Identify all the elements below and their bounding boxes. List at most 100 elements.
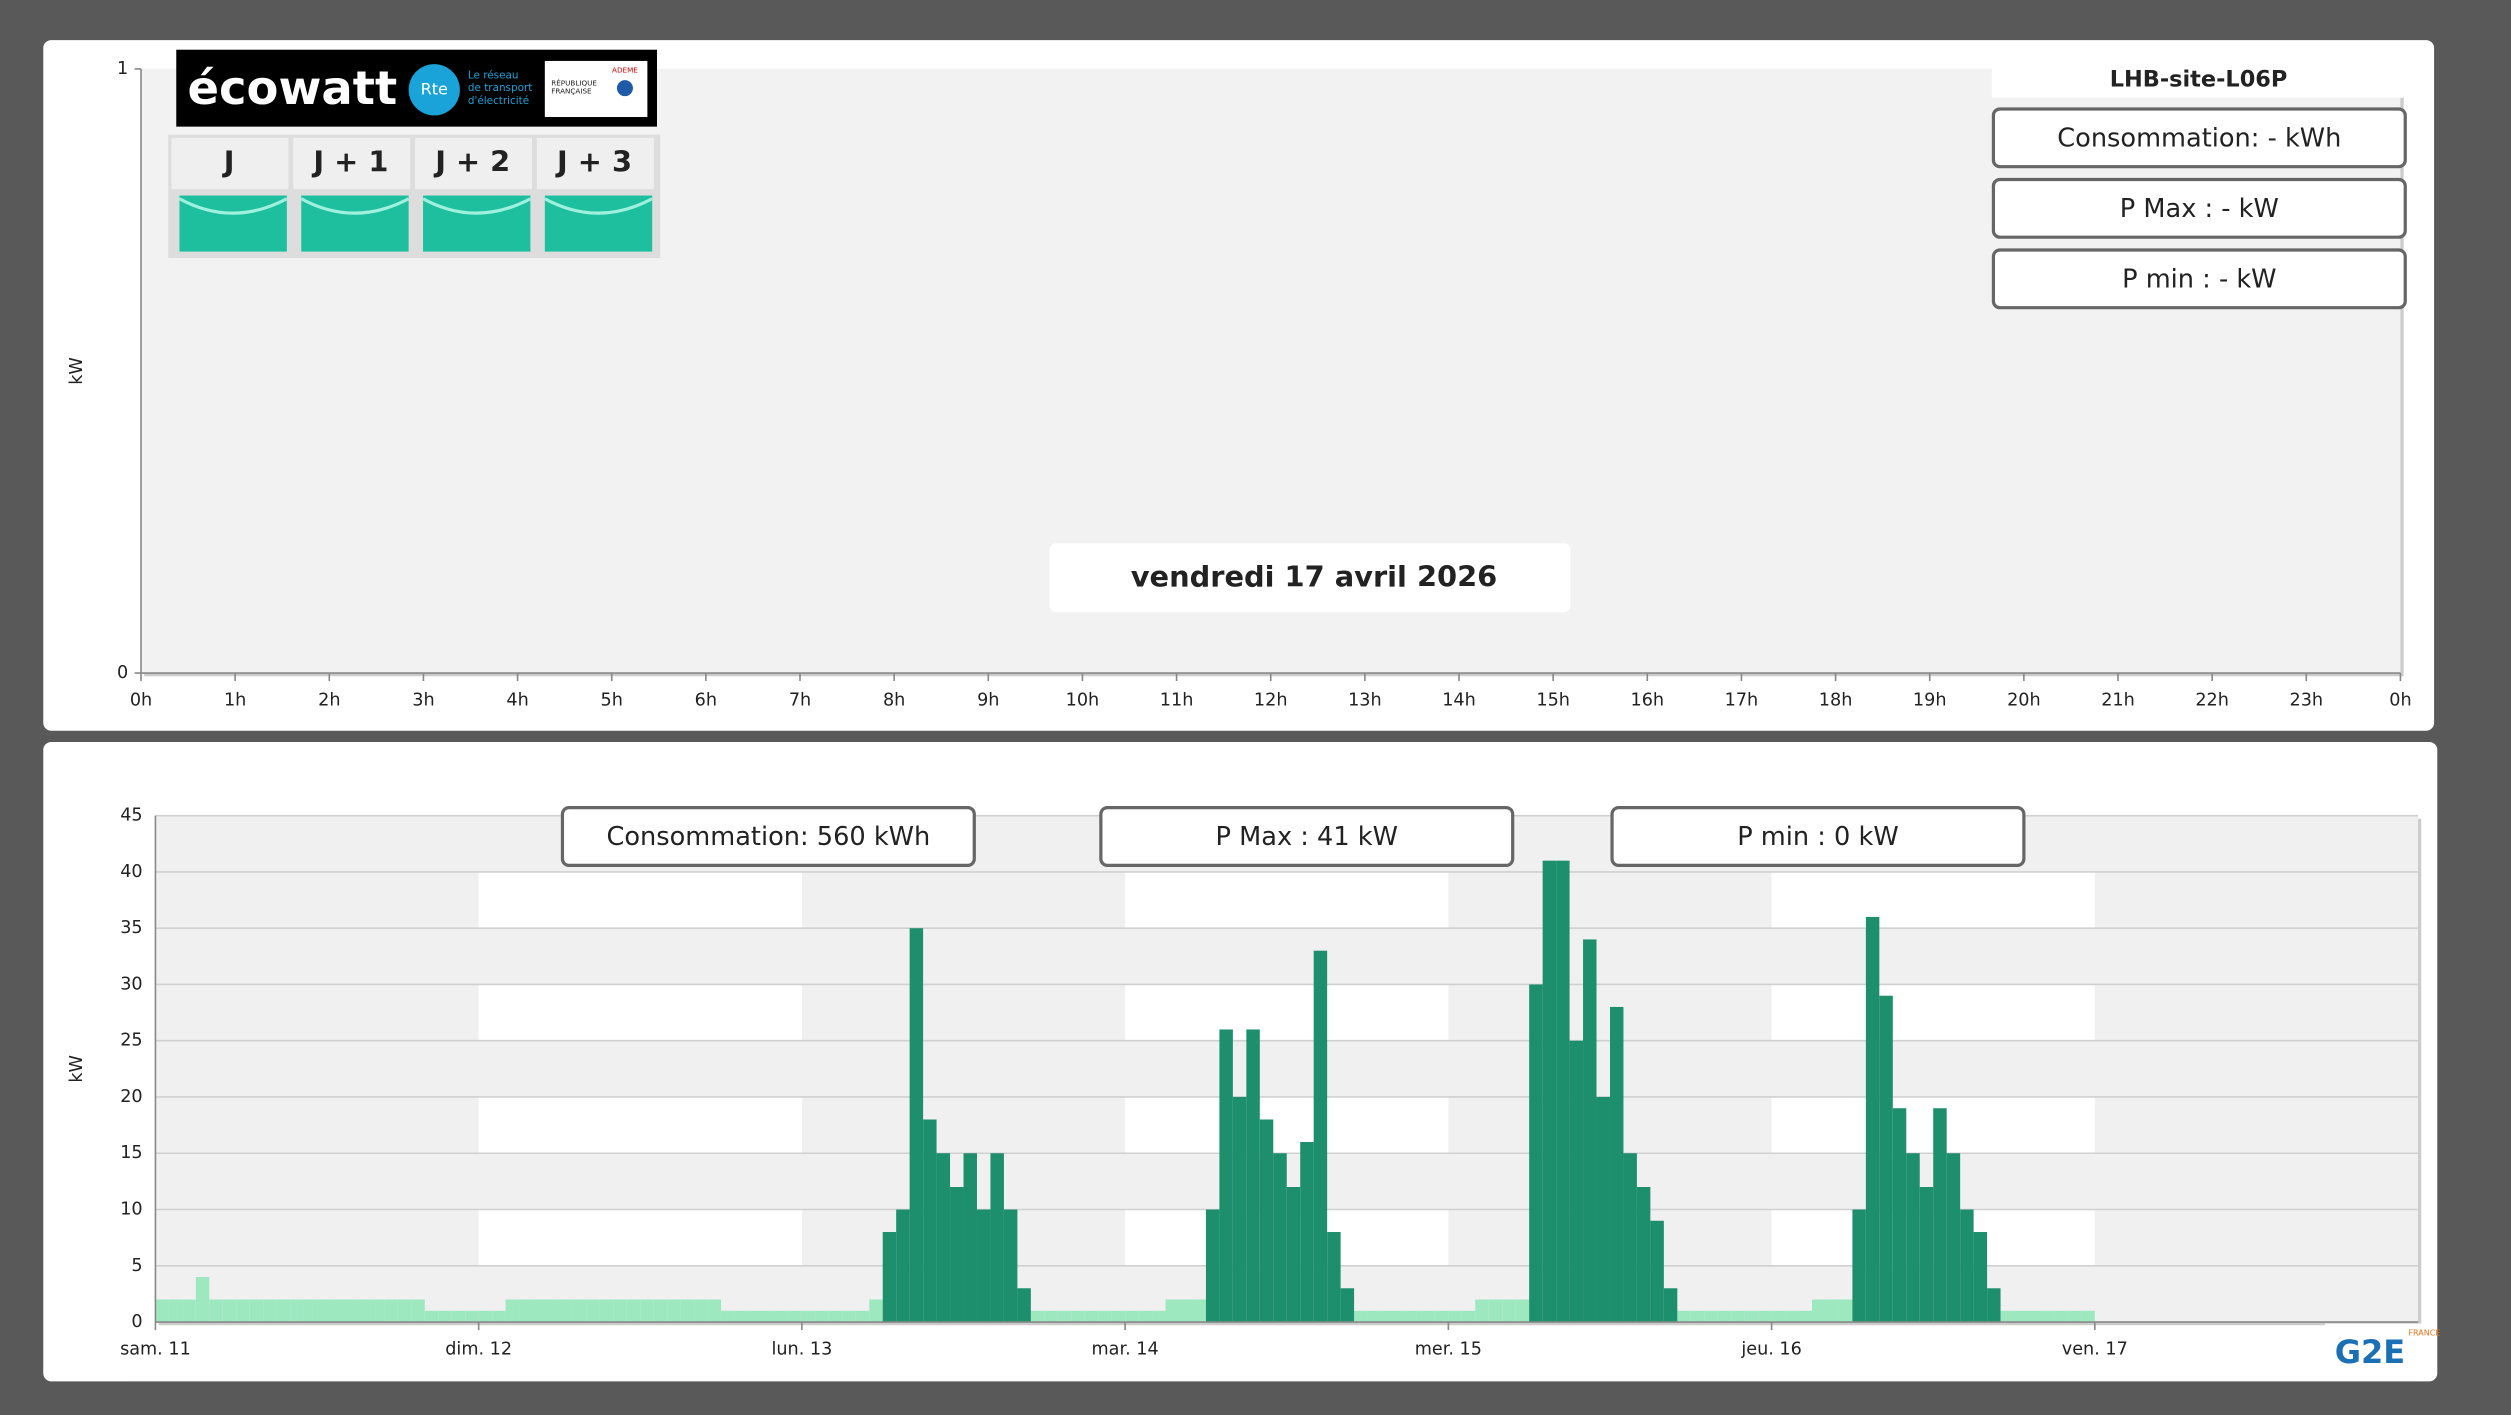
bar — [343, 1299, 358, 1323]
bar — [1502, 1299, 1516, 1323]
bar — [1354, 1310, 1368, 1323]
bar — [236, 1299, 250, 1323]
bar — [721, 1310, 735, 1323]
week-info: Consommation: 560 kWh P Max : 41 kW P min … — [560, 806, 2026, 867]
band — [1771, 871, 2095, 929]
bar — [1300, 1141, 1314, 1323]
x-tick-label: 7h — [789, 690, 811, 710]
bar — [1138, 1310, 1153, 1323]
bar — [855, 1310, 870, 1323]
bar — [1811, 1299, 1826, 1323]
y-tick-label: 0 — [131, 1312, 142, 1332]
week-info-item: Consommation: 560 kWh — [606, 822, 930, 852]
bar — [1071, 1310, 1085, 1323]
bar — [559, 1299, 573, 1323]
band — [478, 871, 802, 929]
bar — [1865, 916, 1880, 1323]
y-tick-label: 5 — [131, 1256, 142, 1276]
tab-label: J + 3 — [555, 144, 632, 178]
bar — [1192, 1299, 1206, 1323]
bar — [923, 1119, 937, 1323]
y-tick-label: 40 — [120, 862, 142, 882]
x-tick-label: mar. 14 — [1092, 1339, 1159, 1359]
bar — [1556, 860, 1570, 1323]
rte-text: Le réseau — [468, 69, 519, 81]
week-info-item: P min : 0 kW — [1737, 822, 1898, 852]
bar — [1825, 1299, 1839, 1323]
bar — [1394, 1310, 1408, 1323]
bar — [950, 1186, 964, 1323]
bar — [222, 1299, 237, 1323]
tab-row: J J + 1 J + 2 J + 3 — [171, 137, 654, 252]
x-tick-label: 4h — [506, 690, 528, 710]
y-tick-label: 30 — [120, 974, 142, 994]
day-info-item: P Max : - kW — [2120, 194, 2279, 224]
signal-box — [423, 195, 531, 252]
bar — [1448, 1310, 1462, 1323]
bar — [357, 1299, 371, 1323]
tab-label: J — [222, 144, 235, 178]
bar — [1313, 950, 1328, 1323]
y-tick-label: 15 — [120, 1143, 142, 1163]
x-tick-label: mer. 15 — [1415, 1339, 1482, 1359]
bar — [1717, 1310, 1732, 1323]
republique-text: FRANÇAISE — [551, 86, 592, 95]
bar — [788, 1310, 802, 1323]
site-name: LHB-site-L06P — [2110, 67, 2288, 93]
y-tick-label: 20 — [120, 1087, 142, 1107]
bar — [1259, 1119, 1274, 1323]
y-axis-label: kW — [67, 357, 87, 385]
bar — [2081, 1310, 2095, 1323]
day-info-item-box — [1991, 248, 2407, 310]
bar — [1407, 1310, 1422, 1323]
rte-logo — [408, 64, 460, 116]
bar — [290, 1299, 304, 1323]
bar — [748, 1310, 762, 1323]
bar — [1367, 1310, 1382, 1323]
bar — [1381, 1310, 1395, 1323]
x-tick-label: dim. 12 — [445, 1339, 512, 1359]
bar — [936, 1153, 951, 1323]
bar — [1529, 984, 1543, 1323]
bar — [1125, 1310, 1139, 1323]
bar — [1596, 1096, 1610, 1323]
bar — [1098, 1310, 1112, 1323]
bar — [1246, 1029, 1260, 1323]
bar — [815, 1310, 829, 1323]
x-tick-label: 23h — [2290, 690, 2324, 710]
bar — [1152, 1310, 1166, 1323]
bar — [734, 1310, 749, 1323]
ademe-text: ADEME — [612, 66, 638, 75]
bar — [2000, 1310, 2015, 1323]
week-info-item-box — [560, 806, 976, 867]
bar — [694, 1299, 708, 1323]
bar — [1677, 1310, 1691, 1323]
bar — [1421, 1310, 1435, 1323]
bar — [680, 1299, 695, 1323]
bar — [761, 1310, 775, 1323]
bar — [2067, 1310, 2082, 1323]
bar — [1057, 1310, 1072, 1323]
week-chart: 0 5 10 15 20 25 30 35 40 45 sam. 11 dim. 12 lun. 13 m… — [67, 806, 2422, 1359]
bar — [1475, 1299, 1489, 1323]
bar — [1017, 1288, 1031, 1323]
day-info-item: Consommation: - kWh — [2057, 123, 2341, 153]
bar — [330, 1299, 344, 1323]
rte-label: Rte — [421, 79, 448, 98]
bar — [505, 1299, 520, 1323]
bar — [195, 1277, 210, 1323]
bar — [990, 1153, 1004, 1323]
bar — [1286, 1186, 1301, 1323]
bar — [1569, 1040, 1584, 1323]
bar — [1030, 1310, 1045, 1323]
bar — [546, 1299, 560, 1323]
bar — [842, 1310, 856, 1323]
day-info-item-box — [1991, 107, 2407, 169]
bar — [1609, 1006, 1624, 1323]
bar — [1771, 1310, 1786, 1323]
week-info-item-box — [1610, 806, 2026, 867]
date-label: vendredi 17 avril 2026 — [1131, 560, 1497, 594]
logo-bg — [2325, 1323, 2428, 1377]
bar — [276, 1299, 291, 1323]
